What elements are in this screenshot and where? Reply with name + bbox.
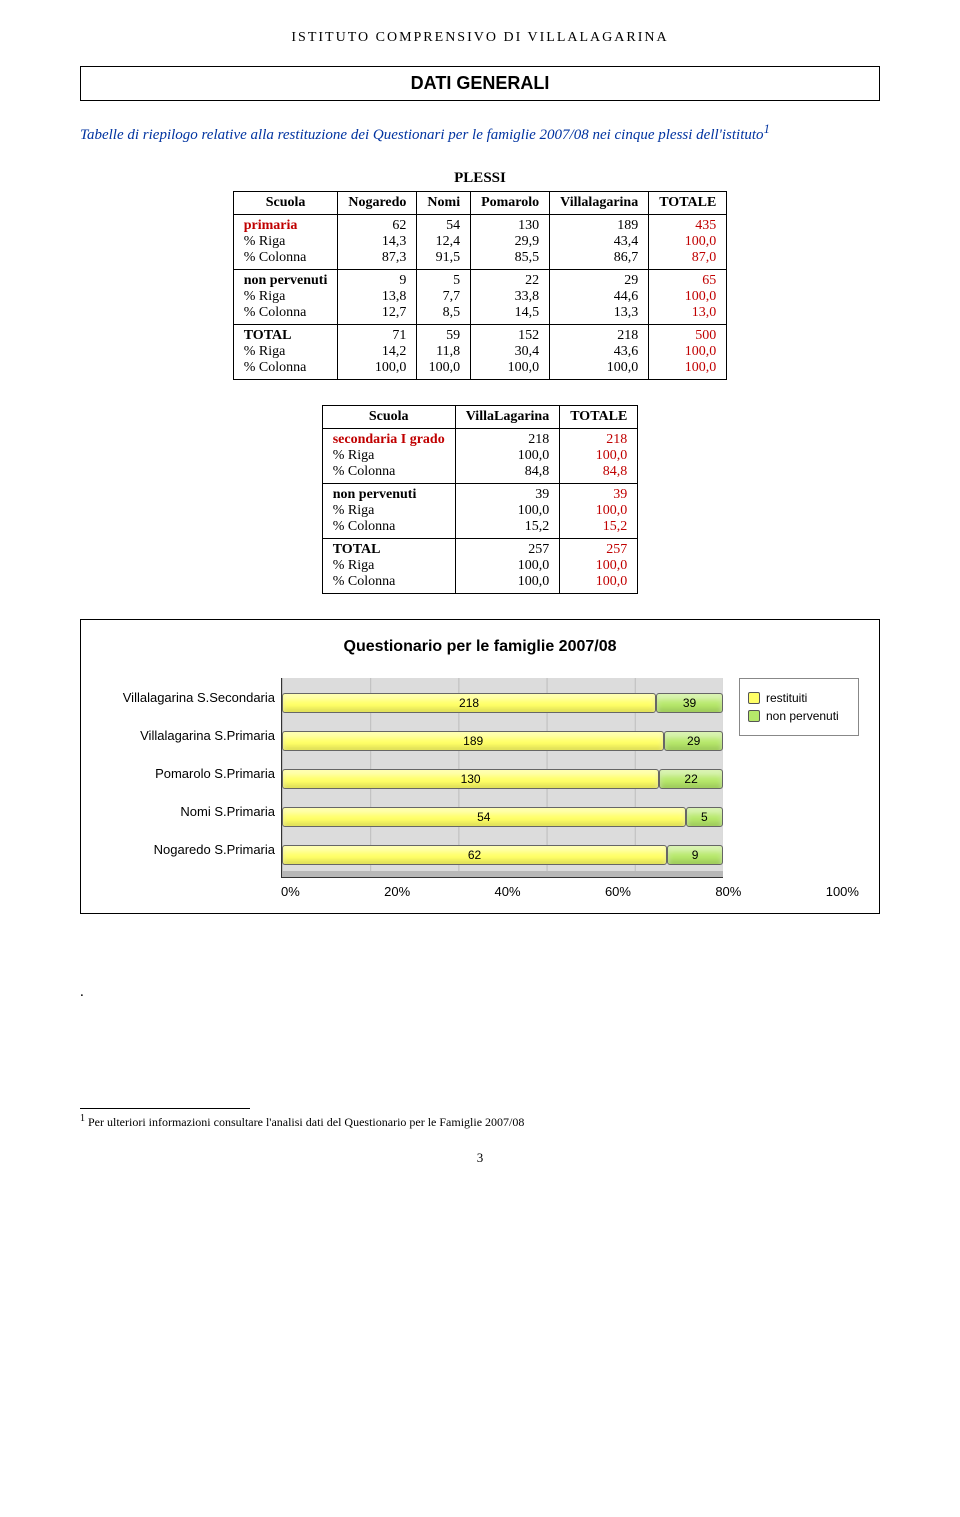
table-cell: 913,812,7: [338, 270, 417, 325]
chart-x-tick: 60%: [605, 884, 631, 899]
table-header-cell: TOTALE: [560, 406, 638, 429]
table-header-cell: Scuola: [233, 192, 338, 215]
chart-bar-row: 545: [282, 800, 723, 838]
table-cell: 7114,2100,0: [338, 325, 417, 380]
chart-y-label: Nogaredo S.Primaria: [101, 830, 281, 868]
table-cell: 435100,087,0: [649, 215, 727, 270]
page-number: 3: [80, 1150, 880, 1166]
table-cell: 57,78,5: [417, 270, 471, 325]
table-row-label: TOTAL% Riga% Colonna: [322, 539, 455, 594]
table-row-label: non pervenuti% Riga% Colonna: [233, 270, 338, 325]
table-row-label: non pervenuti% Riga% Colonna: [322, 484, 455, 539]
legend-item: restituiti: [748, 691, 850, 705]
chart-bar-segment-restituiti: 62: [282, 845, 667, 865]
chart-y-label: Nomi S.Primaria: [101, 792, 281, 830]
footnote-rule: [80, 1108, 250, 1109]
legend-item: non pervenuti: [748, 709, 850, 723]
table-plessi: ScuolaNogaredoNomiPomaroloVillalagarinaT…: [233, 191, 728, 380]
chart-y-labels: Villalagarina S.SecondariaVillalagarina …: [101, 678, 281, 868]
chart-container: Questionario per le famiglie 2007/08 Vil…: [80, 619, 880, 914]
chart-y-label: Villalagarina S.Primaria: [101, 716, 281, 754]
chart-x-tick: 20%: [384, 884, 410, 899]
table-cell: 2944,613,3: [550, 270, 649, 325]
chart-legend: restituiti non pervenuti: [739, 678, 859, 736]
table-header-cell: Pomarolo: [471, 192, 550, 215]
table-cell: 218100,084,8: [560, 429, 638, 484]
legend-label: restituiti: [766, 691, 807, 705]
chart-title: Questionario per le famiglie 2007/08: [101, 638, 859, 656]
table-cell: 5412,491,5: [417, 215, 471, 270]
chart-bar-segment-nonpervenuti: 39: [656, 693, 723, 713]
chart-x-axis: 0% 20% 40% 60% 80% 100%: [281, 884, 859, 899]
chart-bar-segment-nonpervenuti: 22: [659, 769, 723, 789]
table-cell: 13029,985,5: [471, 215, 550, 270]
legend-label: non pervenuti: [766, 709, 839, 723]
table-header-cell: Nomi: [417, 192, 471, 215]
table-cell: 257100,0100,0: [560, 539, 638, 594]
chart-plot-area: 218391892913022545629: [281, 678, 723, 878]
footnote-text: Per ulteriori informazioni consultare l'…: [85, 1115, 524, 1129]
chart-bar-segment-nonpervenuti: 9: [667, 845, 723, 865]
table-header-cell: VillaLagarina: [455, 406, 560, 429]
stray-dot: .: [80, 984, 880, 988]
chart-bar-segment-nonpervenuti: 5: [686, 807, 723, 827]
table-row-label: primaria% Riga% Colonna: [233, 215, 338, 270]
table-secondaria: ScuolaVillaLagarinaTOTALE secondaria I gr…: [322, 405, 639, 594]
table-row-label: TOTAL% Riga% Colonna: [233, 325, 338, 380]
table-cell: 257100,0100,0: [455, 539, 560, 594]
footnote: 1 Per ulteriori informazioni consultare …: [80, 1113, 880, 1130]
chart-bar-row: 18929: [282, 724, 723, 762]
table-header-cell: TOTALE: [649, 192, 727, 215]
institution-header: ISTITUTO COMPRENSIVO DI VILLALAGARINA: [80, 30, 880, 46]
chart-x-tick: 0%: [281, 884, 300, 899]
legend-swatch: [748, 710, 760, 722]
table-cell: 15230,4100,0: [471, 325, 550, 380]
table-cell: 21843,6100,0: [550, 325, 649, 380]
chart-bar-segment-restituiti: 218: [282, 693, 656, 713]
chart-bar-segment-restituiti: 130: [282, 769, 659, 789]
table-cell: 500100,0100,0: [649, 325, 727, 380]
chart-bar-segment-restituiti: 54: [282, 807, 686, 827]
chart-x-tick: 100%: [826, 884, 859, 899]
legend-swatch: [748, 692, 760, 704]
chart-bar-row: 21839: [282, 686, 723, 724]
chart-x-tick: 80%: [715, 884, 741, 899]
table-cell: 6214,387,3: [338, 215, 417, 270]
table-cell: 65100,013,0: [649, 270, 727, 325]
table-cell: 18943,486,7: [550, 215, 649, 270]
chart-body: Villalagarina S.SecondariaVillalagarina …: [101, 678, 859, 878]
chart-bar-segment-nonpervenuti: 29: [664, 731, 723, 751]
table1-superheader: PLESSI: [80, 170, 880, 187]
section-title: DATI GENERALI: [80, 66, 880, 101]
intro-footnote-ref: 1: [764, 122, 770, 136]
table-cell: 2233,814,5: [471, 270, 550, 325]
table-header-cell: Scuola: [322, 406, 455, 429]
table-cell: 39100,015,2: [455, 484, 560, 539]
table-cell: 39100,015,2: [560, 484, 638, 539]
table-row-label: secondaria I grado% Riga% Colonna: [322, 429, 455, 484]
chart-bar-row: 629: [282, 838, 723, 876]
table-header-cell: Nogaredo: [338, 192, 417, 215]
chart-bar-row: 13022: [282, 762, 723, 800]
table-cell: 218100,084,8: [455, 429, 560, 484]
intro-body: Tabelle di riepilogo relative alla resti…: [80, 127, 764, 143]
table-cell: 5911,8100,0: [417, 325, 471, 380]
intro-text: Tabelle di riepilogo relative alla resti…: [80, 121, 880, 145]
table-header-cell: Villalagarina: [550, 192, 649, 215]
chart-y-label: Pomarolo S.Primaria: [101, 754, 281, 792]
chart-x-tick: 40%: [495, 884, 521, 899]
chart-bar-segment-restituiti: 189: [282, 731, 664, 751]
chart-y-label: Villalagarina S.Secondaria: [101, 678, 281, 716]
